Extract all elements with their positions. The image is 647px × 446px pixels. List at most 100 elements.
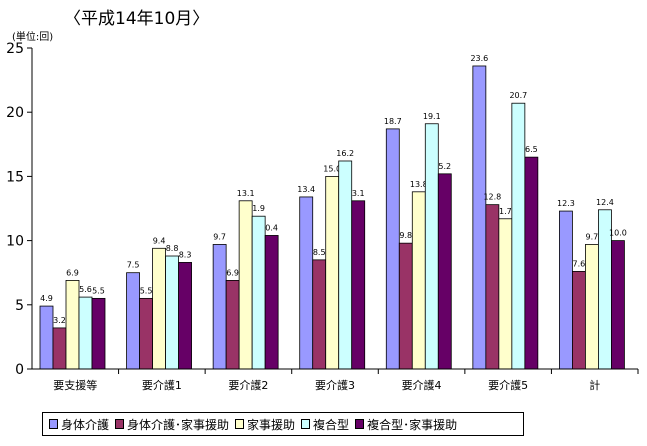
bar [411, 191, 426, 370]
bar [351, 200, 366, 370]
bar [437, 173, 452, 370]
bar [511, 102, 526, 370]
data-label: 6.9 [226, 268, 239, 277]
bar [559, 210, 573, 370]
bar [585, 244, 599, 370]
y-tick-label: 15 [6, 169, 24, 185]
legend-label-2: 身体介護･家事援助 [127, 417, 230, 432]
data-label: 13.1 [237, 189, 255, 198]
bar [39, 305, 54, 370]
x-tick-label: 要介護2 [228, 378, 268, 392]
x-tick-label: 要介護1 [142, 378, 182, 392]
bar [472, 65, 487, 370]
bar [524, 156, 539, 370]
bar [165, 255, 179, 370]
legend-item-1: 身体介護 [49, 416, 109, 433]
legend-swatch-5 [355, 419, 365, 429]
data-label: 3.2 [53, 316, 66, 325]
bar [178, 262, 192, 370]
bar [338, 160, 353, 370]
data-label: 5.2 [438, 162, 451, 171]
data-label: 16.2 [336, 149, 354, 158]
data-label: 1.7 [499, 207, 512, 216]
legend-swatch-2 [115, 419, 125, 429]
data-label: 4.9 [40, 294, 53, 303]
data-label: 12.3 [557, 199, 575, 208]
bar [424, 123, 439, 370]
legend-label-1: 身体介護 [61, 417, 110, 432]
x-tick-label: 要支援等 [53, 378, 97, 392]
data-label: 20.7 [509, 91, 527, 100]
bar [139, 297, 153, 370]
data-label: 9.7 [213, 232, 226, 241]
legend-label-5: 複合型･家事援助 [367, 417, 458, 432]
data-label: 5.6 [79, 285, 92, 294]
data-label: 13.4 [297, 185, 315, 194]
bar [212, 244, 227, 370]
data-label: 8.5 [313, 248, 326, 257]
data-label: 12.4 [596, 198, 614, 207]
data-label: 3.1 [352, 189, 365, 198]
bar [572, 271, 586, 370]
data-label: 18.7 [384, 117, 402, 126]
data-label: 10.0 [609, 229, 627, 238]
bar [498, 218, 513, 370]
data-label: 7.5 [127, 261, 140, 270]
data-label: 9.4 [153, 236, 166, 245]
bar [299, 196, 314, 370]
bar [611, 240, 625, 370]
data-label: 9.7 [586, 232, 599, 241]
bar [385, 128, 400, 370]
bar [325, 175, 340, 370]
legend-item-5: 複合型･家事援助 [355, 416, 457, 433]
y-tick-label: 5 [15, 298, 24, 314]
legend-item-3: 家事援助 [235, 416, 295, 433]
y-tick-label: 10 [6, 234, 24, 250]
data-label: 0.4 [265, 223, 278, 232]
bar [91, 297, 106, 370]
x-tick-label: 要介護5 [488, 378, 528, 392]
bar [264, 235, 279, 370]
legend-swatch-4 [301, 419, 311, 429]
x-tick-label: 要介護3 [315, 378, 355, 392]
legend-label-4: 複合型 [313, 417, 350, 432]
data-label: 6.5 [525, 145, 538, 154]
data-label: 15.0 [323, 164, 341, 173]
legend-item-2: 身体介護･家事援助 [115, 416, 229, 433]
data-label: 13.8 [410, 180, 428, 189]
data-label: 23.6 [470, 54, 488, 63]
data-label: 5.5 [92, 286, 105, 295]
bar [312, 259, 327, 370]
bar [152, 247, 166, 370]
y-tick-label: 0 [15, 362, 24, 378]
data-label: 1.9 [252, 204, 265, 213]
x-tick-label: 計 [589, 378, 600, 392]
bar [78, 296, 93, 370]
y-tick-label: 20 [6, 105, 24, 121]
data-label: 8.8 [166, 244, 179, 253]
legend-swatch-3 [235, 419, 245, 429]
bar [65, 280, 80, 370]
bar [225, 280, 240, 370]
data-label: 12.8 [483, 193, 501, 202]
y-tick-label: 25 [6, 41, 24, 57]
legend-item-4: 複合型 [301, 416, 349, 433]
bar [251, 215, 266, 370]
data-label: 9.8 [399, 231, 412, 240]
y-axis-unit-label: (単位:回) [12, 32, 54, 43]
bar [485, 204, 500, 370]
legend-label-3: 家事援助 [247, 417, 296, 432]
x-tick-label: 要介護4 [402, 378, 442, 392]
bar [238, 200, 253, 370]
chart-legend: 身体介護 身体介護･家事援助 家事援助 複合型 複合型･家事援助 [42, 412, 524, 436]
data-label: 19.1 [423, 112, 441, 121]
chart-title: 〈平成14年10月〉 [64, 9, 210, 29]
data-label: 8.3 [179, 250, 192, 259]
legend-swatch-1 [49, 419, 58, 429]
data-label: 7.6 [573, 259, 586, 268]
bar [52, 327, 67, 370]
bar [398, 242, 413, 370]
bar [126, 272, 140, 370]
data-label: 6.9 [66, 268, 79, 277]
